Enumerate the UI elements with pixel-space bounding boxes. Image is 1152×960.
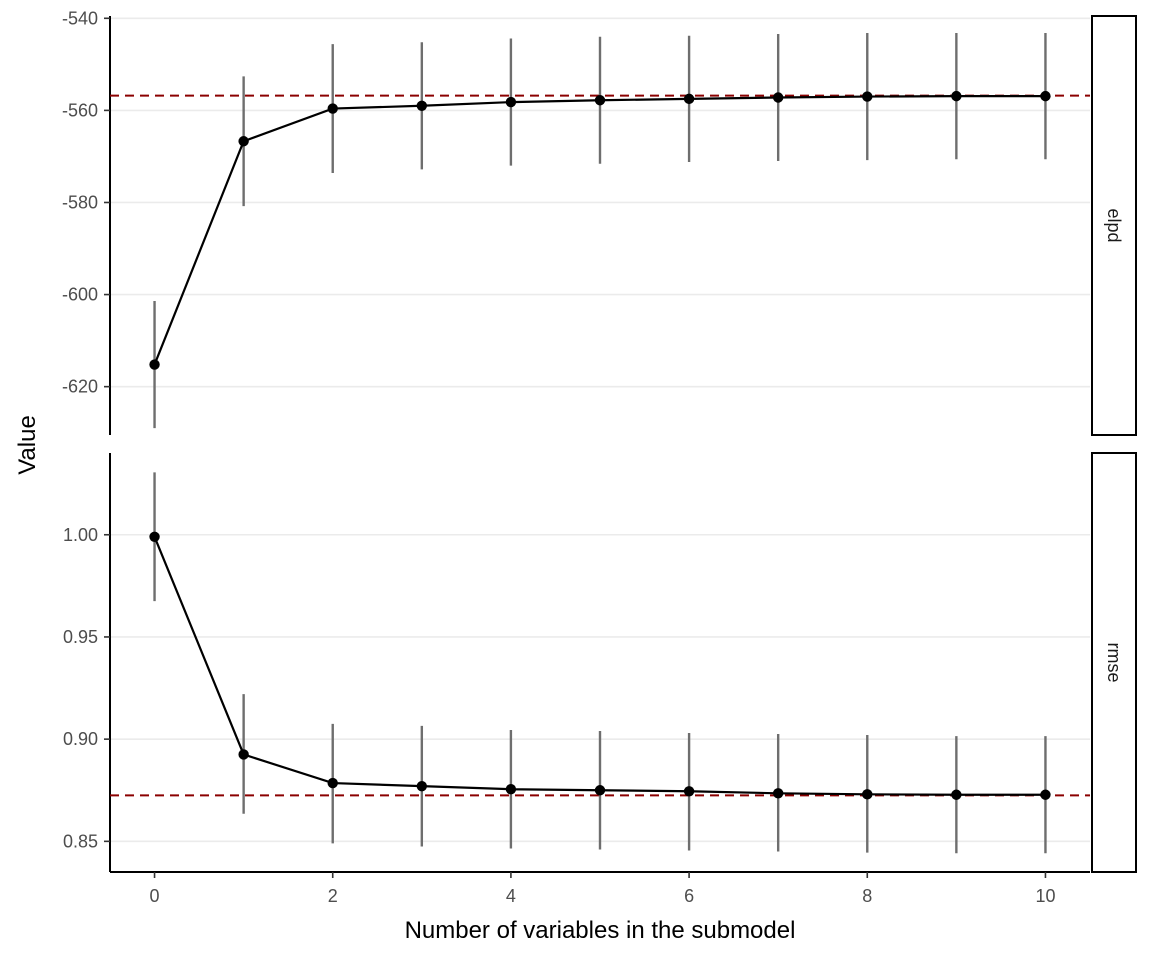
y-tick-label: -540 [62,8,98,28]
data-point [772,788,784,799]
data-point [327,103,338,114]
y-tick-label: 1.00 [63,525,98,545]
y-tick-label: -580 [62,192,98,212]
data-point [149,359,160,370]
data-point [416,100,428,111]
facet-strip-label: rmse [1104,643,1124,683]
x-tick-label: 8 [862,886,872,906]
x-tick-label: 6 [684,886,694,906]
data-point [505,784,517,795]
x-tick-label: 0 [150,886,160,906]
data-point [862,789,873,800]
y-tick-label: 0.90 [63,729,98,749]
data-point [149,531,160,542]
data-point [951,90,962,102]
y-tick-label: 0.95 [63,627,98,647]
y-tick-label: -600 [62,285,98,305]
data-point [862,91,873,102]
facet-strip [1091,452,1137,873]
data-point [772,92,784,103]
data-point [416,780,428,792]
data-point [238,749,249,760]
data-point [594,785,606,796]
facet-strip [1091,15,1137,436]
data-point [683,93,695,105]
data-point [1040,789,1051,800]
x-tick-label: 2 [328,886,338,906]
data-point [327,777,338,789]
x-tick-label: 4 [506,886,516,906]
data-point [594,95,606,106]
data-point [238,136,249,147]
y-axis-title: Value [14,415,41,475]
x-axis: 0 2 4 6 8 10 [110,871,1090,906]
data-point [505,96,517,108]
data-point [951,789,962,800]
y-tick-label: -560 [62,100,98,120]
y-tick-label: -620 [62,377,98,397]
data-point [683,786,695,797]
x-tick-label: 10 [1035,886,1055,906]
panel-elpd: -540 -560 -580 -600 -620 elpd [62,8,1137,436]
panels-layer: -540 -560 -580 -600 -620 elpd 1.00 0.95 0.90 0.85… [62,8,1137,873]
data-point [1040,90,1051,102]
facet-strip-label: elpd [1104,208,1124,242]
panel-rmse: 1.00 0.95 0.90 0.85 rmse [63,452,1137,873]
x-axis-title: Number of variables in the submodel [405,917,796,944]
y-tick-label: 0.85 [63,831,98,851]
